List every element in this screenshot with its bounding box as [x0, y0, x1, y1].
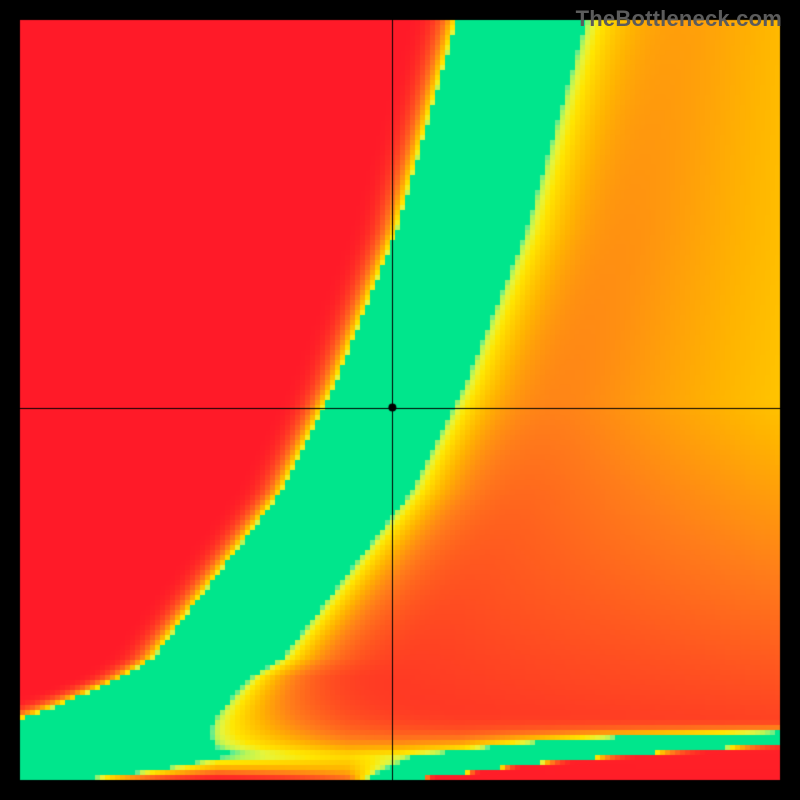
heatmap-canvas	[0, 0, 800, 800]
chart-container: { "watermark": { "text": "TheBottleneck.…	[0, 0, 800, 800]
watermark-text: TheBottleneck.com	[576, 6, 782, 32]
